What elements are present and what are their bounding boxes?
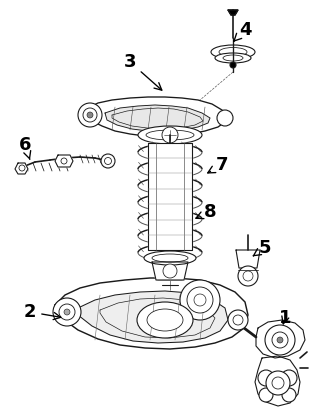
Circle shape: [265, 325, 295, 355]
Text: 4: 4: [234, 21, 251, 41]
Circle shape: [78, 103, 102, 127]
Ellipse shape: [219, 47, 247, 56]
Circle shape: [243, 271, 253, 281]
Circle shape: [101, 154, 115, 168]
Circle shape: [194, 294, 206, 306]
Circle shape: [233, 315, 243, 325]
Polygon shape: [55, 278, 248, 349]
Text: 6: 6: [19, 136, 31, 159]
Ellipse shape: [138, 126, 202, 144]
Polygon shape: [105, 105, 210, 131]
Circle shape: [272, 332, 288, 348]
Polygon shape: [255, 356, 300, 406]
Circle shape: [238, 266, 258, 286]
Circle shape: [277, 337, 283, 343]
Text: 1: 1: [279, 309, 291, 327]
Polygon shape: [148, 143, 192, 250]
Text: 7: 7: [208, 156, 228, 174]
Circle shape: [53, 298, 81, 326]
Text: 3: 3: [124, 53, 162, 90]
Polygon shape: [55, 155, 73, 167]
Polygon shape: [228, 10, 238, 15]
Ellipse shape: [152, 254, 188, 262]
Circle shape: [64, 309, 70, 315]
Polygon shape: [236, 250, 260, 268]
Circle shape: [87, 112, 93, 118]
Circle shape: [180, 280, 220, 320]
Ellipse shape: [137, 302, 193, 338]
Text: 2: 2: [24, 303, 61, 321]
Circle shape: [230, 62, 236, 68]
Polygon shape: [256, 320, 305, 358]
Circle shape: [187, 287, 213, 313]
Circle shape: [228, 310, 248, 330]
Circle shape: [163, 264, 177, 278]
Circle shape: [19, 165, 25, 171]
Circle shape: [162, 127, 178, 143]
Ellipse shape: [147, 309, 183, 331]
Circle shape: [266, 371, 290, 395]
Circle shape: [104, 157, 112, 164]
Ellipse shape: [215, 53, 251, 63]
Circle shape: [217, 110, 233, 126]
Text: 5: 5: [253, 239, 271, 257]
Circle shape: [272, 377, 284, 389]
Polygon shape: [78, 291, 228, 343]
Polygon shape: [152, 262, 188, 280]
Ellipse shape: [223, 55, 243, 61]
Ellipse shape: [144, 251, 196, 265]
Text: 8: 8: [196, 203, 216, 221]
Circle shape: [59, 304, 75, 320]
Circle shape: [83, 108, 97, 122]
Circle shape: [258, 370, 274, 386]
Polygon shape: [82, 97, 228, 137]
Circle shape: [61, 158, 67, 164]
Ellipse shape: [211, 45, 255, 59]
Polygon shape: [15, 163, 28, 174]
Circle shape: [259, 388, 273, 402]
Circle shape: [282, 388, 296, 402]
Circle shape: [281, 370, 297, 386]
Ellipse shape: [146, 130, 194, 140]
